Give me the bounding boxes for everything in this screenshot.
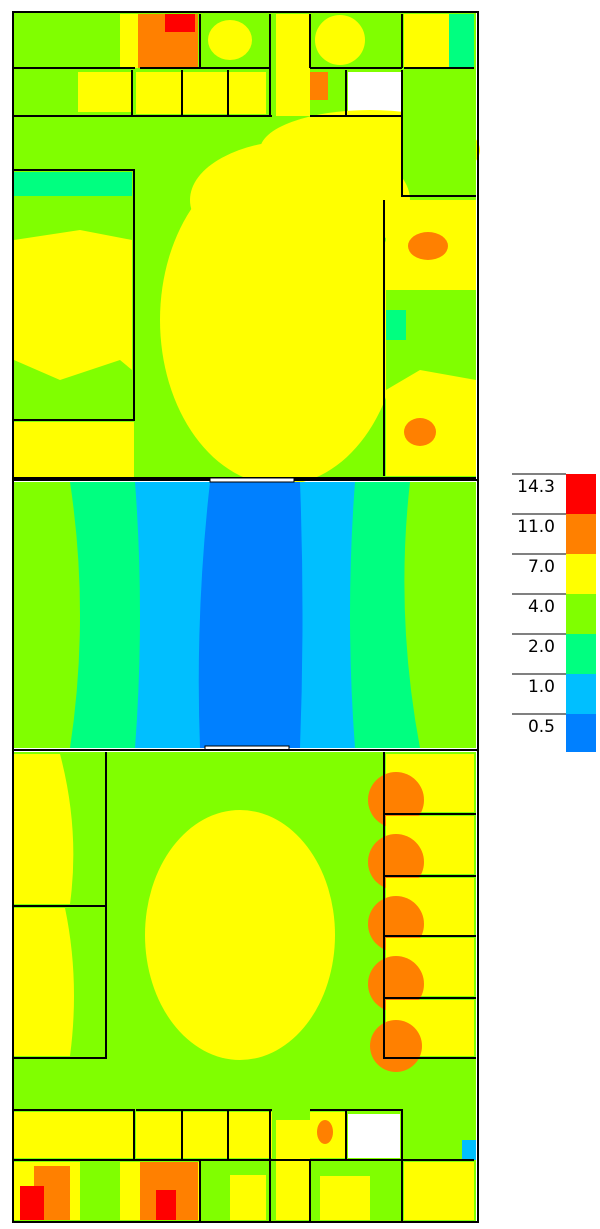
- legend-label: 11.0: [517, 517, 555, 537]
- plan-shape: [310, 72, 328, 100]
- plan-shape: [208, 20, 252, 60]
- plan-shape: [156, 1190, 176, 1220]
- plan-shape: [404, 418, 436, 446]
- legend-band: [566, 474, 596, 514]
- plan-shape: [136, 72, 266, 114]
- plan-shape: [80, 1162, 120, 1220]
- plan-shape: [14, 1112, 134, 1158]
- plan-group: [12, 749, 479, 1223]
- plan-shape: [34, 14, 120, 68]
- legend-label: 7.0: [528, 557, 555, 577]
- legend-band: [566, 514, 596, 554]
- plan-shape: [449, 14, 474, 68]
- plan-shape: [348, 72, 402, 116]
- legend-label: 14.3: [517, 477, 555, 497]
- legend-label: 1.0: [528, 677, 555, 697]
- legend-label: 4.0: [528, 597, 555, 617]
- plan-shape: [136, 1112, 272, 1158]
- legend-band: [566, 634, 596, 674]
- plan-group: 14.3 11.0 7.0 4.0 2.0 1.0 0.5: [512, 473, 596, 752]
- plan-shape: [276, 14, 310, 116]
- plan-shape: [386, 310, 406, 340]
- plan-shape: [14, 360, 132, 420]
- plan-shape: [386, 290, 476, 390]
- plan-group: [12, 477, 479, 751]
- plan-shape: [14, 752, 476, 1222]
- plan-shape: [402, 70, 476, 194]
- plan-shape: [317, 1120, 333, 1144]
- legend-band: [566, 594, 596, 634]
- plan-shape: [370, 1020, 422, 1072]
- legend-label: 0.5: [528, 717, 555, 737]
- plan-shape: [145, 810, 335, 1060]
- plan-shape: [198, 482, 303, 748]
- plan-shape: [14, 172, 132, 196]
- plan-shape: [65, 908, 104, 1056]
- legend-band: [566, 554, 596, 594]
- plan-shape: [14, 422, 134, 478]
- plan-shape: [348, 1114, 400, 1158]
- plan-shape: [276, 1120, 310, 1220]
- plan-shape: [120, 14, 140, 68]
- plan-shape: [190, 140, 410, 260]
- plan-shape: [14, 14, 476, 479]
- plan-shape: [462, 1140, 476, 1160]
- plan-shape: [209, 477, 295, 483]
- plan-shape: [404, 1162, 474, 1220]
- legend-band: [566, 674, 596, 714]
- legend-label: 2.0: [528, 637, 555, 657]
- plan-shape: [60, 754, 104, 904]
- plan-shape: [165, 14, 195, 32]
- plan-shape: [404, 14, 449, 68]
- plan-shape: [14, 196, 132, 240]
- plan-shape: [408, 232, 448, 260]
- plan-shape: [78, 72, 132, 112]
- plan-shape: [12, 749, 479, 1223]
- plan-shape: [20, 1186, 44, 1220]
- legend-band: [566, 714, 596, 752]
- plan-shape: [320, 1176, 370, 1220]
- plan-shape: [230, 1175, 266, 1220]
- plan-group: [12, 11, 480, 485]
- plan-shape: [315, 15, 365, 65]
